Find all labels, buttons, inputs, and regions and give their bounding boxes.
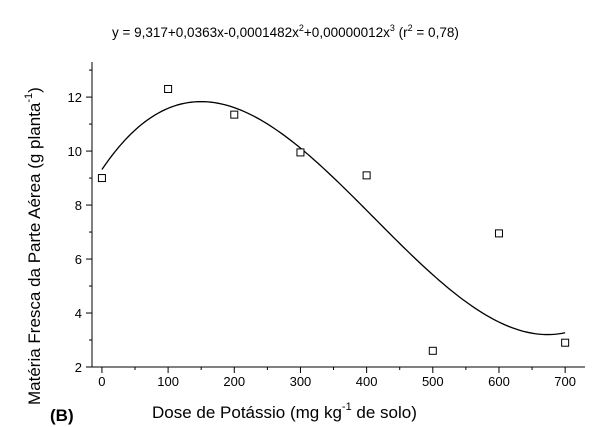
axes bbox=[91, 62, 585, 368]
data-point bbox=[296, 148, 305, 157]
panel-label: (B) bbox=[50, 406, 74, 425]
x-tick-label: 700 bbox=[554, 374, 576, 389]
y-tick-label: 6 bbox=[75, 252, 82, 267]
data-points bbox=[97, 84, 570, 355]
data-point bbox=[97, 174, 106, 183]
fit-curve bbox=[101, 100, 566, 336]
x-tick-label: 500 bbox=[422, 374, 444, 389]
x-tick-label: 100 bbox=[157, 374, 179, 389]
data-point bbox=[230, 110, 239, 119]
equation-cube-sup: 3 bbox=[390, 23, 395, 33]
y-axis-label-pre: Matéria Fresca da Parte Aérea (g planta bbox=[25, 102, 44, 405]
y-axis-label-post: ) bbox=[25, 87, 44, 93]
data-point bbox=[494, 229, 503, 238]
data-point bbox=[362, 171, 371, 180]
equation-lhs: y = 9,317+0,0363x-0,0001482x bbox=[112, 25, 299, 40]
data-point bbox=[164, 84, 173, 93]
equation-r-sup: 2 bbox=[408, 23, 413, 33]
y-ticks: 2 4 6 8 10 12 bbox=[68, 69, 92, 375]
x-tick-label: 400 bbox=[356, 374, 378, 389]
x-tick-label: 200 bbox=[223, 374, 245, 389]
x-tick-label: 600 bbox=[488, 374, 510, 389]
x-axis-label-sup: -1 bbox=[342, 401, 352, 413]
x-axis-label-post: de solo) bbox=[352, 403, 417, 422]
x-tick-label: 0 bbox=[98, 374, 105, 389]
equation-mid: +0,00000012x bbox=[304, 25, 390, 40]
equation-label: y = 9,317+0,0363x-0,0001482x2+0,00000012… bbox=[112, 23, 459, 40]
y-axis-label: Matéria Fresca da Parte Aérea (g planta-… bbox=[23, 87, 44, 405]
x-tick-label: 300 bbox=[290, 374, 312, 389]
data-point bbox=[561, 338, 570, 347]
equation-sq-sup: 2 bbox=[299, 23, 304, 33]
y-tick-label: 2 bbox=[75, 360, 82, 375]
y-tick-label: 4 bbox=[75, 306, 82, 321]
y-tick-label: 10 bbox=[68, 144, 82, 159]
x-axis-label-pre: Dose de Potássio (mg kg bbox=[152, 403, 342, 422]
y-axis-label-sup: -1 bbox=[23, 93, 35, 103]
y-tick-label: 8 bbox=[75, 198, 82, 213]
data-point bbox=[428, 346, 437, 355]
x-ticks: 0 100 200 300 400 500 600 700 bbox=[98, 367, 576, 389]
equation-r-open: (r bbox=[395, 25, 408, 40]
x-axis-label: Dose de Potássio (mg kg-1 de solo) bbox=[152, 401, 417, 422]
y-tick-label: 12 bbox=[68, 90, 82, 105]
equation-r-close: = 0,78) bbox=[413, 25, 459, 40]
